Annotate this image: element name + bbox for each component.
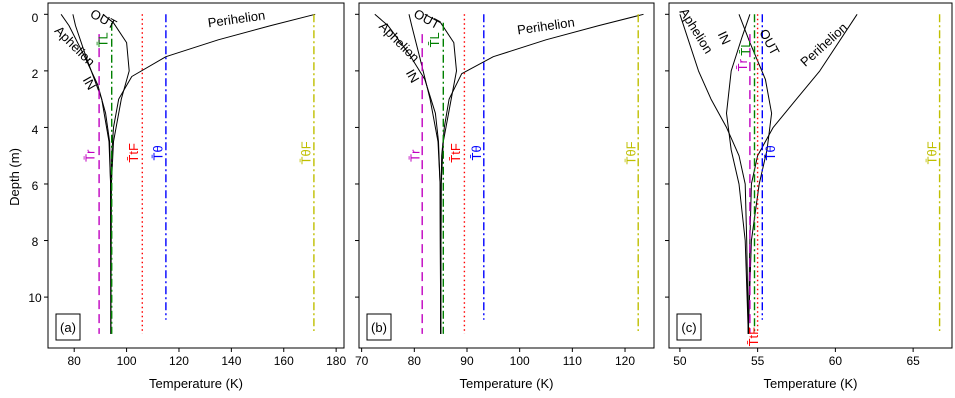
series-line — [679, 14, 749, 334]
series-line — [738, 14, 773, 334]
annotation-label: T̄r — [735, 58, 750, 71]
annotation-label: Perihelion — [797, 20, 850, 70]
x-tick-label: 180 — [326, 354, 346, 368]
annotation-label: T̄r — [407, 149, 422, 162]
annotation-label: OUT — [756, 26, 782, 57]
x-tick-label: 100 — [510, 354, 530, 368]
annotation-label: IN — [715, 29, 734, 47]
x-axis-label: Temperature (K) — [460, 376, 554, 391]
y-tick-label: 4 — [32, 123, 39, 137]
x-tick-label: 100 — [117, 354, 137, 368]
panel-label: (a) — [60, 320, 76, 335]
plot-frame — [358, 2, 655, 349]
y-tick-label: 10 — [28, 291, 42, 305]
series-line — [440, 13, 644, 334]
annotation-label: Aphelion — [52, 23, 98, 69]
annotation-label: T̄θF — [925, 141, 940, 164]
x-tick-label: 50 — [673, 354, 687, 368]
x-axis-label: Temperature (K) — [764, 376, 858, 391]
x-axis-label: Temperature (K) — [149, 376, 243, 391]
series-line — [102, 13, 130, 334]
y-axis-label: Depth (m) — [7, 148, 22, 206]
x-tick-label: 110 — [563, 354, 582, 368]
x-tick-label: 140 — [221, 354, 241, 368]
annotation-label: T̄θF — [299, 141, 314, 164]
annotation-label: T̄tF — [746, 327, 761, 347]
y-tick-label: 0 — [32, 11, 39, 25]
x-tick-label: 60 — [829, 354, 843, 368]
x-tick-label: 65 — [906, 354, 920, 368]
annotation-label: T̄tF — [126, 143, 141, 163]
series-line — [110, 13, 316, 334]
annotation-label: T̄θ — [469, 145, 484, 160]
annotation-label: T̄θF — [623, 141, 638, 164]
plot-frame — [47, 2, 345, 349]
annotation-label: T̄tF — [448, 143, 463, 163]
annotation-label: Aphelion — [677, 5, 717, 56]
y-tick-label: 2 — [32, 67, 39, 81]
panel-label: (c) — [681, 320, 696, 335]
annotation-label: Perihelion — [207, 7, 266, 30]
plot-frame — [668, 2, 953, 349]
x-tick-label: 90 — [460, 354, 474, 368]
series-line — [374, 13, 442, 334]
panel-label-box — [676, 313, 702, 341]
annotation-label: T̄L — [96, 32, 111, 47]
x-tick-label: 70 — [355, 354, 369, 368]
series-line — [72, 14, 112, 334]
annotation-label: T̄L — [738, 41, 753, 56]
annotation-label: T̄L — [427, 32, 442, 47]
annotation-label: OUT — [411, 6, 442, 32]
chart-panel: 80 100 120 140 160 180 Temperature (K) OUTAphel… — [44, 2, 346, 391]
annotation-label: T̄θ — [763, 145, 778, 160]
panel-label: (b) — [371, 320, 387, 335]
x-tick-label: 160 — [274, 354, 294, 368]
x-tick-label: 80 — [408, 354, 422, 368]
series-line — [726, 14, 751, 334]
x-tick-label: 120 — [169, 354, 189, 368]
annotation-label: OUT — [88, 6, 119, 32]
y-tick-label: 8 — [32, 235, 39, 249]
panel-label-box — [55, 313, 81, 341]
annotation-label: IN — [403, 67, 422, 86]
x-tick-label: 55 — [751, 354, 765, 368]
annotation-label: T̄r — [83, 149, 98, 162]
y-tick-labels: 0 2 4 6 8 10 — [28, 11, 42, 305]
panel-label-box — [366, 313, 392, 341]
x-tick-label: 120 — [615, 354, 635, 368]
annotation-label: IN — [80, 74, 99, 93]
annotation-label: T̄θ — [151, 145, 166, 160]
x-tick-label: 80 — [68, 354, 82, 368]
y-tick-label: 6 — [32, 179, 39, 193]
series-line — [408, 14, 442, 334]
